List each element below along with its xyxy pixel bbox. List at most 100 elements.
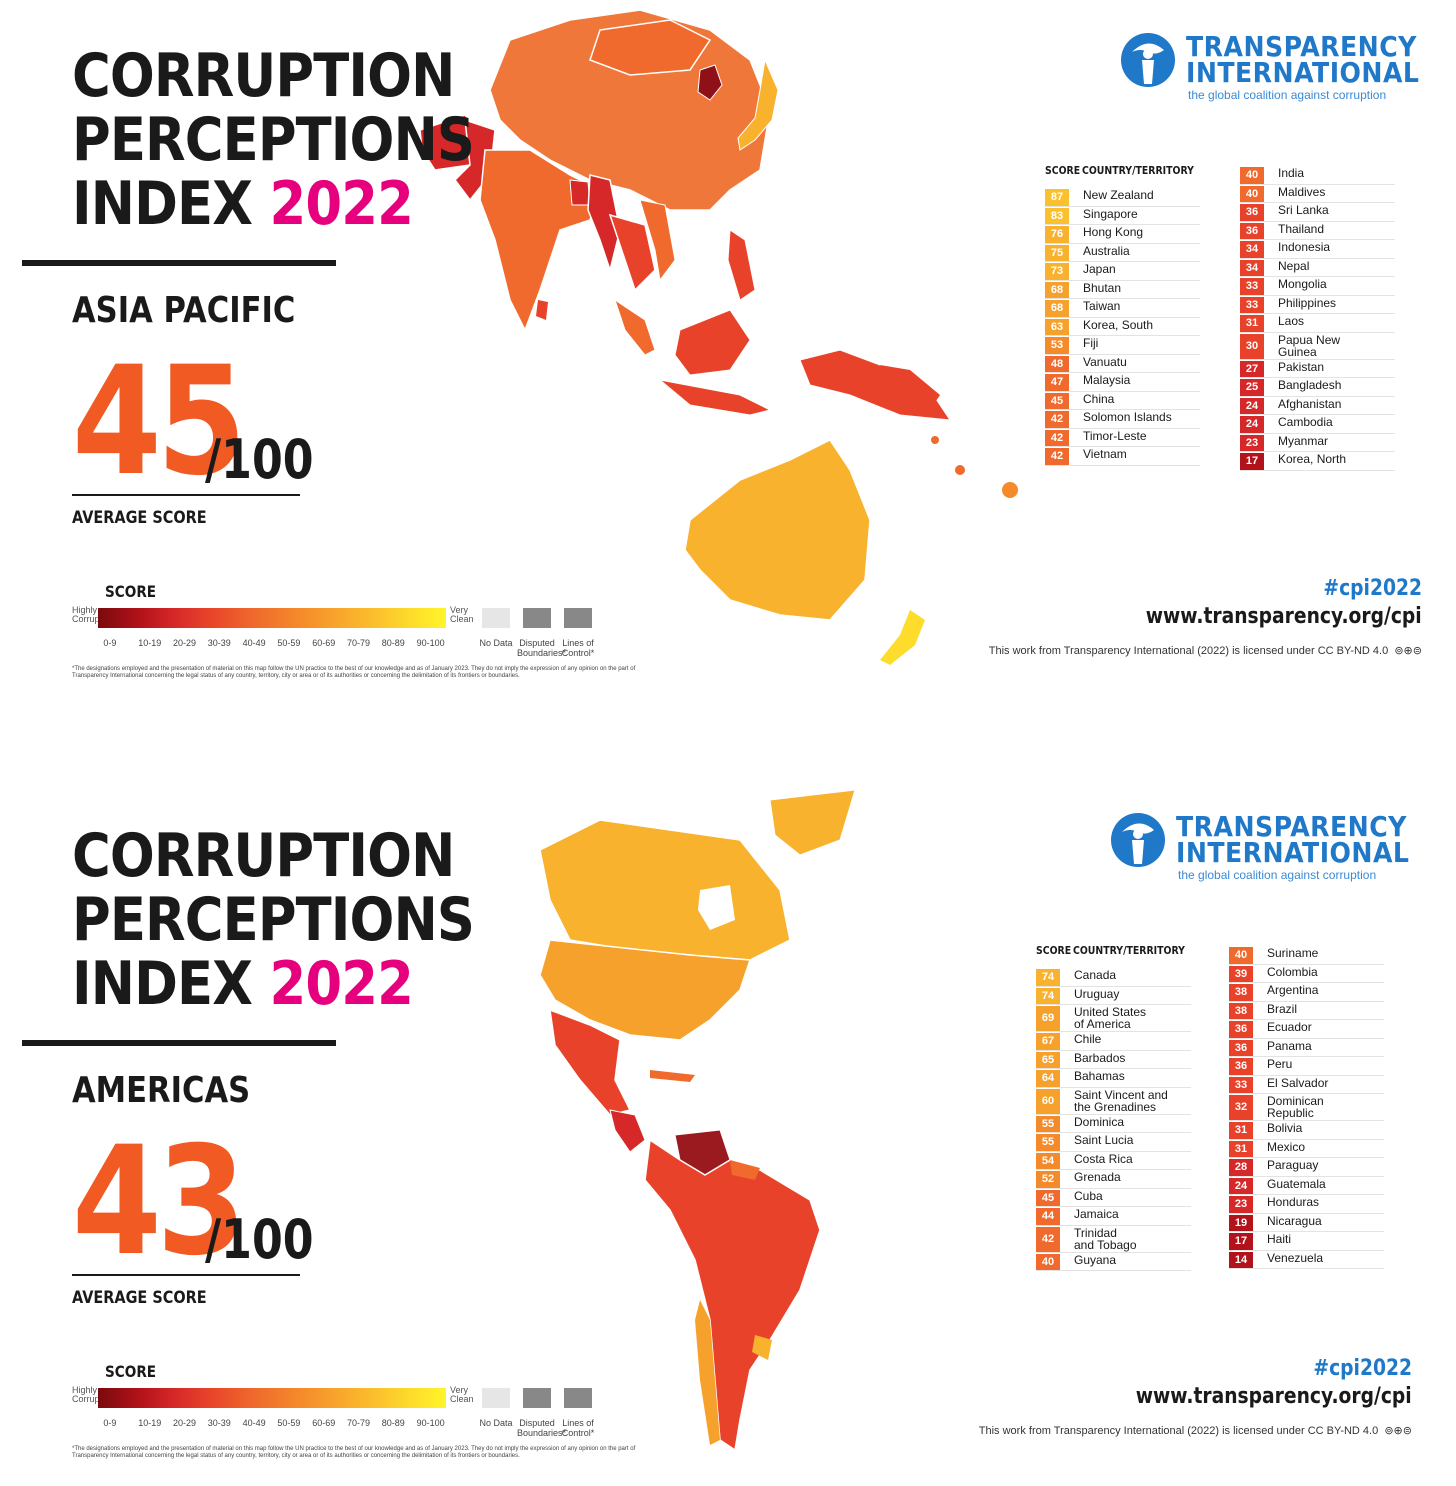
score-badge: 42: [1036, 1226, 1060, 1252]
map-region-new-zealand: [880, 610, 925, 665]
country-name: Dominican Republic: [1267, 1094, 1324, 1120]
score-badge: 44: [1036, 1208, 1060, 1225]
map-region-bangladesh: [569, 179, 591, 206]
table-row: 34 Nepal: [1240, 258, 1395, 277]
map-region-sri-lanka: [536, 300, 548, 320]
legend-low-label: Highly Corrupt: [72, 1385, 103, 1404]
legend-low-label: Highly Corrupt: [72, 605, 103, 624]
logo-text-line-2: INTERNATIONAL: [1186, 56, 1420, 89]
country-name: Ecuador: [1267, 1020, 1312, 1034]
country-name: Bolivia: [1267, 1121, 1303, 1135]
legend-no-data-label: No Data: [479, 1418, 513, 1428]
score-divider: [72, 494, 300, 496]
table-row: 36 Thailand: [1240, 222, 1395, 240]
country-name: Philippines: [1278, 295, 1337, 310]
cc-license-icon: ⊚⊕⊜: [1381, 1425, 1412, 1437]
country-name: Nepal: [1278, 258, 1310, 273]
map-region-south-america: [644, 1138, 821, 1452]
legend-lines-of-control-label: Lines of Control*: [561, 638, 595, 658]
score-badge: 36: [1229, 1021, 1253, 1038]
score-badge: 30: [1240, 333, 1264, 359]
legend-tick-label: 50-59: [277, 638, 301, 648]
score-badge: 27: [1240, 360, 1264, 377]
globe-icon: [1121, 33, 1175, 87]
country-name: El Salvador: [1267, 1075, 1329, 1090]
table-row: 60 Saint Vincent and the Grenadines: [1036, 1088, 1191, 1115]
table-row: 48 Vanuatu: [1045, 355, 1200, 373]
country-name: Honduras: [1267, 1195, 1320, 1209]
table-row: 45 China: [1045, 392, 1200, 410]
table-row: 76 Hong Kong: [1045, 225, 1200, 244]
country-name: Indonesia: [1278, 240, 1331, 254]
score-badge: 39: [1229, 965, 1253, 982]
map-region-china: [489, 9, 771, 211]
score-badge: 24: [1240, 416, 1264, 433]
cpi-panel-asia-pacific: CORRUPTION PERCEPTIONS INDEX 2022 ASIA P…: [0, 0, 1456, 700]
country-name: India: [1278, 166, 1305, 180]
website-url[interactable]: www.transparency.org/cpi: [1135, 1384, 1412, 1409]
logo-tagline: the global coalition against corruption: [1188, 88, 1387, 102]
country-name: Bhutan: [1083, 280, 1122, 295]
table-row: 44 Jamaica: [1036, 1207, 1191, 1226]
score-badge: 36: [1240, 204, 1264, 221]
table-row: 14 Venezuela: [1229, 1251, 1384, 1269]
score-badge: 23: [1240, 434, 1264, 451]
score-badge: 68: [1045, 300, 1069, 317]
table-row: 24 Cambodia: [1240, 415, 1395, 434]
transparency-international-logo: TRANSPARENCY INTERNATIONAL the global co…: [1108, 810, 1428, 890]
legend-lines-of-control-swatch: [564, 1388, 592, 1408]
map-region-greenland: [769, 789, 856, 856]
country-name: United States of America: [1074, 1005, 1147, 1031]
score-badge: 40: [1240, 185, 1264, 202]
title-line-2: PERCEPTIONS: [72, 105, 475, 175]
table-row: 45 Cuba: [1036, 1189, 1191, 1207]
table-row: 47 Malaysia: [1045, 373, 1200, 392]
title-line-3: INDEX: [72, 949, 253, 1019]
score-badge: 74: [1036, 969, 1060, 986]
license-notice: This work from Transparency Internationa…: [989, 644, 1422, 657]
score-badge: 40: [1229, 947, 1253, 964]
map-region-vanuatu: [955, 465, 965, 475]
country-name: Timor-Leste: [1083, 428, 1147, 443]
legend-color-scale: [98, 1388, 446, 1408]
globe-icon: [1111, 813, 1165, 867]
score-badge: 53: [1045, 337, 1069, 354]
score-badge: 55: [1036, 1134, 1060, 1151]
country-name: Fiji: [1083, 336, 1099, 350]
map-region-india: [479, 149, 601, 332]
country-name: Saint Lucia: [1074, 1133, 1134, 1147]
hashtag: #cpi2022: [1323, 576, 1422, 601]
cc-license-icon: ⊚⊕⊜: [1391, 645, 1422, 657]
country-name: Afghanistan: [1278, 396, 1342, 411]
table-row: 24 Guatemala: [1229, 1177, 1384, 1195]
region-name: AMERICAS: [72, 1070, 251, 1111]
score-badge: 31: [1229, 1122, 1253, 1139]
table-row: 27 Pakistan: [1240, 359, 1395, 378]
table-row: 68 Bhutan: [1045, 280, 1200, 299]
table-row: 36 Peru: [1229, 1057, 1384, 1076]
country-name: Mongolia: [1278, 277, 1327, 291]
table-row: 42 Trinidad and Tobago: [1036, 1226, 1191, 1253]
score-badge: 28: [1229, 1159, 1253, 1176]
score-badge: 36: [1229, 1058, 1253, 1075]
cpi-panel-americas: CORRUPTION PERCEPTIONS INDEX 2022 AMERIC…: [0, 780, 1456, 1480]
table-row: 36 Ecuador: [1229, 1020, 1384, 1039]
map-region-myanmar: [587, 174, 621, 273]
score-badge: 25: [1240, 379, 1264, 396]
table-row: 42 Solomon Islands: [1045, 410, 1200, 429]
map-region-thailand: [608, 213, 656, 292]
score-badge: 40: [1240, 167, 1264, 184]
map-region-indonesia: [658, 309, 952, 421]
table-row: 40 India: [1240, 166, 1395, 185]
country-name: Pakistan: [1278, 359, 1325, 374]
table-row: 25 Bangladesh: [1240, 378, 1395, 397]
country-name: Argentina: [1267, 983, 1319, 997]
table-row: 23 Myanmar: [1240, 434, 1395, 452]
americas-map: [539, 789, 856, 1452]
map-region-mexico: [549, 1008, 632, 1116]
average-score-label: AVERAGE SCORE: [72, 1288, 207, 1308]
score-badge: 36: [1229, 1039, 1253, 1056]
website-url[interactable]: www.transparency.org/cpi: [1145, 604, 1422, 629]
table-row: 17 Korea, North: [1240, 452, 1395, 471]
table-row: 31 Laos: [1240, 314, 1395, 333]
